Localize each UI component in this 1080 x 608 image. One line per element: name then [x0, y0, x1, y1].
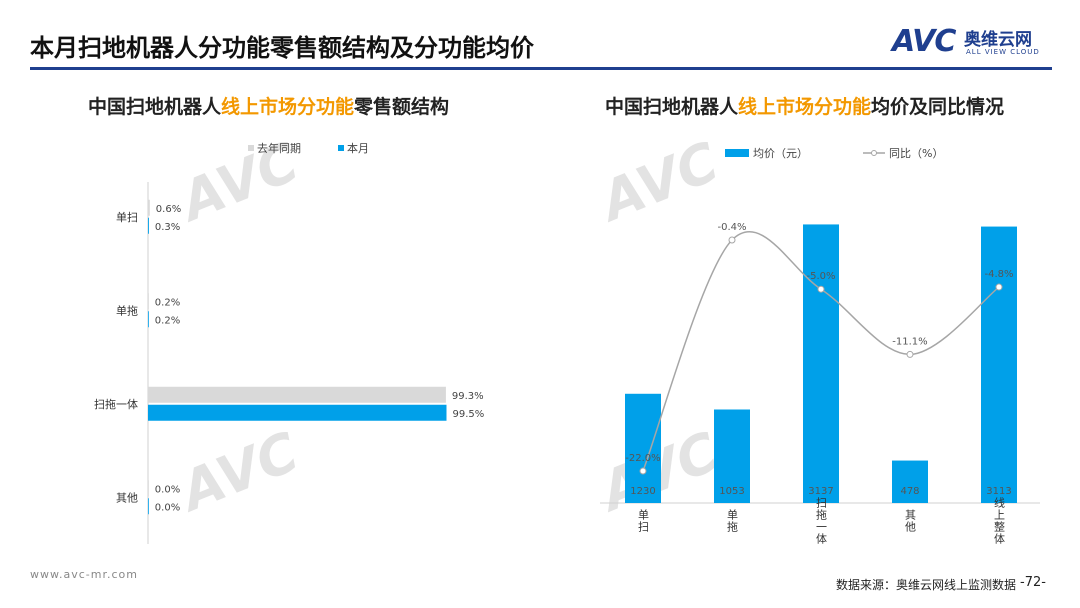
yoy-line: [642, 231, 1000, 472]
logo-english-name: ALL VIEW CLOUD: [966, 48, 1040, 56]
legend-label-line: 同比（%）: [889, 147, 943, 160]
logo-mark: AVC: [892, 24, 956, 59]
legend-label-bar: 均价（元）: [753, 147, 808, 160]
yoy-label: -4.8%: [984, 269, 1013, 280]
bar-label: 99.3%: [452, 391, 484, 402]
bar-label: 0.0%: [155, 484, 180, 495]
category-label: 其他: [904, 509, 917, 533]
page-number: -72-: [1020, 575, 1046, 590]
legend-marker: [871, 150, 877, 156]
legend-label-0: 去年同期: [257, 141, 301, 155]
left-chart-title: 中国扫地机器人线上市场分功能零售额结构: [88, 96, 450, 118]
bar-1-0: [148, 217, 149, 234]
category-label: 单扫: [116, 211, 138, 224]
logo-chinese-name: 奥维云网: [964, 30, 1032, 50]
category-label: 线上整体: [993, 496, 1006, 545]
bar-label: 99.5%: [453, 409, 485, 420]
yoy-point: [817, 285, 825, 293]
price-label: 3137: [808, 486, 833, 497]
yoy-label: -5.0%: [806, 271, 835, 282]
bar-label: 0.0%: [155, 502, 180, 513]
yoy-point: [995, 283, 1003, 291]
category-label: 单拖: [116, 303, 138, 317]
bar-1-1: [148, 311, 149, 328]
price-label: 478: [900, 486, 919, 497]
price-bar: [803, 224, 839, 504]
yoy-point: [639, 467, 647, 475]
legend-swatch-0: [248, 145, 254, 151]
yoy-label: -22.0%: [625, 453, 660, 464]
avc-logo: AVC 奥维云网 ALL VIEW CLOUD: [892, 24, 1062, 60]
bar-label: 0.2%: [155, 315, 180, 326]
bar-0-0: [148, 199, 150, 216]
bar-0-1: [148, 293, 149, 310]
price-bar: [981, 226, 1017, 503]
bar-label: 0.3%: [155, 222, 180, 233]
price-label: 1053: [719, 486, 744, 497]
title-rule: [30, 67, 1052, 70]
bar-0-2: [148, 386, 446, 403]
price-bar: [625, 393, 661, 503]
bar-1-2: [148, 404, 447, 421]
bar-1-3: [148, 498, 149, 515]
data-source-note: 数据来源：奥维云网线上监测数据: [836, 578, 1017, 592]
price-combo-chart: 均价（元） 同比（%） 1230 1053 3137 478 3113 单扫 单拖 扫拖一体 其他 线…: [600, 147, 1040, 545]
bar-label: 0.6%: [156, 204, 181, 215]
price-label: 1230: [630, 486, 655, 497]
yoy-point: [728, 236, 736, 244]
yoy-label: -0.4%: [717, 222, 746, 233]
yoy-point: [906, 350, 914, 358]
legend-label-1: 本月: [347, 141, 369, 155]
price-bar: [714, 409, 750, 503]
legend-swatch-1: [338, 145, 344, 151]
category-label: 其他: [116, 491, 138, 504]
yoy-label: -11.1%: [892, 336, 927, 347]
category-label: 单扫: [637, 509, 650, 533]
price-label: 3113: [986, 486, 1011, 497]
category-label: 扫拖一体: [94, 397, 138, 411]
footer-url: www.avc-mr.com: [30, 568, 138, 581]
legend-swatch-bar: [725, 149, 749, 157]
bar-0-3: [148, 480, 149, 497]
category-label: 扫拖一体: [815, 497, 828, 545]
bar-label: 0.2%: [155, 297, 180, 308]
right-chart-title: 中国扫地机器人线上市场分功能均价及同比情况: [605, 96, 1005, 118]
price-bar: [892, 460, 928, 503]
page-title: 本月扫地机器人分功能零售额结构及分功能均价: [30, 34, 534, 62]
category-label: 单拖: [726, 509, 739, 533]
